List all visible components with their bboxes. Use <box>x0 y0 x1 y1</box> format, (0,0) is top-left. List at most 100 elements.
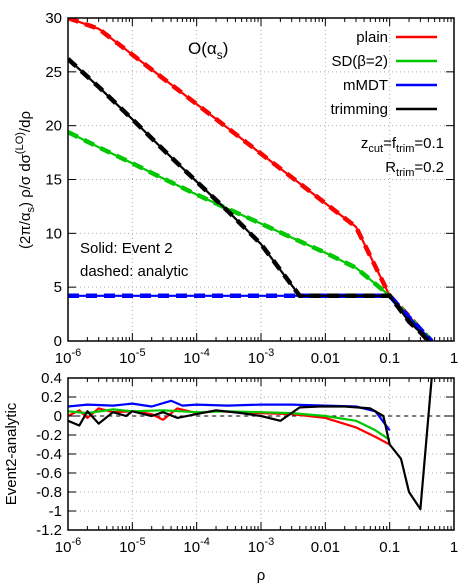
diff-x-tick-label-exponent: -4 <box>200 536 210 548</box>
ylabel-sup-lo: (LO) <box>14 132 26 154</box>
diff-x-tick-label-exponent: -6 <box>71 536 81 548</box>
difference-panel: 10-6 10-5 10-4 10-3 0.01 0.1 1 -1.2-1-0.8-0.6-… <box>3 370 458 584</box>
rtrim-value: =0.2 <box>414 159 444 176</box>
annotation-solid-note: Solid: Event 2 <box>80 240 173 257</box>
main-x-tick-label-exponent: -6 <box>71 347 81 359</box>
annotation-rtrim: Rtrim=0.2 <box>385 159 444 179</box>
main-y-tick-label: 0 <box>54 333 62 350</box>
ylabel-part-1: (2π/α <box>17 212 34 249</box>
main-y-tick-label: 25 <box>45 64 62 81</box>
main-x-tick-label-base: 1 <box>450 350 458 367</box>
diff-y-tick-label: 0.2 <box>41 389 62 406</box>
diff-y-tick-label: 0 <box>54 408 62 425</box>
diff-y-axis-label: Event2-analytic <box>3 402 20 505</box>
legend-label-trimming: trimming <box>330 101 388 118</box>
main-y-tick-label: 20 <box>45 118 62 135</box>
main-series-mmdt-analytic-dashed <box>68 293 434 341</box>
main-y-tick-label: 10 <box>45 225 62 242</box>
diff-y-tick-label: -1.2 <box>36 522 62 539</box>
diff-x-tick-label-base: 10 <box>183 539 200 556</box>
main-series <box>68 18 434 341</box>
main-chart-title: O(αs) <box>188 39 228 62</box>
main-x-tick-label: 10-5 <box>119 347 145 367</box>
main-x-tick-label: 0.1 <box>379 350 400 367</box>
main-grid <box>68 18 454 341</box>
main-y-tick-label: 30 <box>45 10 62 27</box>
diff-x-tick-label: 0.01 <box>311 539 340 556</box>
rtrim-r: R <box>385 159 396 176</box>
annotation-dashed-note: dashed: analytic <box>80 263 189 280</box>
diff-x-tick-label-exponent: -3 <box>264 536 274 548</box>
main-x-tick-label-base: 10 <box>55 350 72 367</box>
diff-y-tick-label: -1 <box>49 503 62 520</box>
rtrim-sub: trim <box>396 167 414 179</box>
zcut-sub: cut <box>368 143 383 155</box>
diff-x-axis-label: ρ <box>257 567 266 584</box>
main-x-tick-label-base: 10 <box>248 350 265 367</box>
diff-x-tick-label-base: 1 <box>450 539 458 556</box>
diff-x-tick-label-base: 10 <box>248 539 265 556</box>
main-x-tick-labels: 10-6 10-5 10-4 10-3 0.01 0.1 1 <box>55 347 458 367</box>
diff-x-tick-label-base: 0.1 <box>379 539 400 556</box>
title-sub: s <box>217 48 223 62</box>
diff-grid <box>68 378 454 530</box>
main-x-tick-label: 10-3 <box>248 347 274 367</box>
main-y-axis-label: (2π/αs) ρ/σ dσ(LO)/dρ <box>14 111 37 249</box>
diff-y-tick-label: -0.8 <box>36 484 62 501</box>
main-x-tick-label-base: 0.1 <box>379 350 400 367</box>
main-x-tick-label-base: 0.01 <box>311 350 340 367</box>
main-series-trimming-analytic-dashed <box>68 57 431 341</box>
diff-x-tick-label: 0.1 <box>379 539 400 556</box>
legend-label-mmdt: mMDT <box>343 77 388 94</box>
annotation-zcut: zcut=ftrim=0.1 <box>361 135 444 155</box>
main-x-tick-label: 10-4 <box>183 347 209 367</box>
zcut-eq: =f <box>383 135 397 152</box>
diff-y-tick-label: -0.4 <box>36 446 62 463</box>
diff-x-tick-label-base: 10 <box>119 539 136 556</box>
legend-label-sd: SD(β=2) <box>331 53 388 70</box>
main-ticks <box>67 17 455 342</box>
diff-x-tick-label: 10-3 <box>248 536 274 556</box>
diff-y-tick-label: -0.6 <box>36 465 62 482</box>
diff-y-tick-labels: -1.2 -1 -0.8 -0.6 -0.4 -0.2 0 0.2 0.4 <box>36 370 62 539</box>
diff-x-tick-label: 10-6 <box>55 536 81 556</box>
main-x-tick-label-base: 10 <box>183 350 200 367</box>
diff-y-tick-label: -0.2 <box>36 427 62 444</box>
main-y-tick-labels: 0 5 10 15 20 25 30 <box>45 10 62 350</box>
diff-x-tick-label: 1 <box>450 539 458 556</box>
main-x-tick-label-exponent: -5 <box>136 347 146 359</box>
ftrim-sub: trim <box>396 143 414 155</box>
ylabel-part-3: /dρ <box>17 111 34 132</box>
main-x-tick-label-exponent: -4 <box>200 347 210 359</box>
main-x-tick-label: 1 <box>450 350 458 367</box>
diff-y-tick-label: 0.4 <box>41 370 62 387</box>
legend: plain SD(β=2) mMDT trimming <box>330 29 437 118</box>
main-series-sd-2-line <box>68 131 433 341</box>
diff-series-trimming-line <box>68 378 433 511</box>
diff-x-tick-label-base: 0.01 <box>311 539 340 556</box>
main-x-tick-label: 10-6 <box>55 347 81 367</box>
main-x-tick-label-exponent: -3 <box>264 347 274 359</box>
main-series-mmdt-line <box>68 294 433 341</box>
title-main: O(α <box>188 39 217 58</box>
diff-series <box>68 378 433 511</box>
legend-label-plain: plain <box>356 29 388 46</box>
main-x-tick-label-base: 10 <box>119 350 136 367</box>
main-series-sd-2-analytic-dashed <box>68 130 434 341</box>
diff-ticks <box>67 377 455 531</box>
diff-x-tick-label-base: 10 <box>55 539 72 556</box>
ylabel-sub-s: s <box>25 206 37 212</box>
zcut-z: z <box>361 135 369 152</box>
diff-x-tick-label: 10-5 <box>119 536 145 556</box>
diff-x-tick-label: 10-4 <box>183 536 209 556</box>
title-close: ) <box>223 39 229 58</box>
diff-x-tick-labels: 10-6 10-5 10-4 10-3 0.01 0.1 1 <box>55 536 458 556</box>
diff-x-tick-label-exponent: -5 <box>136 536 146 548</box>
main-x-tick-label: 0.01 <box>311 350 340 367</box>
main-y-tick-label: 5 <box>54 279 62 296</box>
main-y-tick-label: 15 <box>45 172 62 189</box>
zcut-value: =0.1 <box>414 135 444 152</box>
ylabel-part-2: ) ρ/σ dσ <box>17 153 34 207</box>
